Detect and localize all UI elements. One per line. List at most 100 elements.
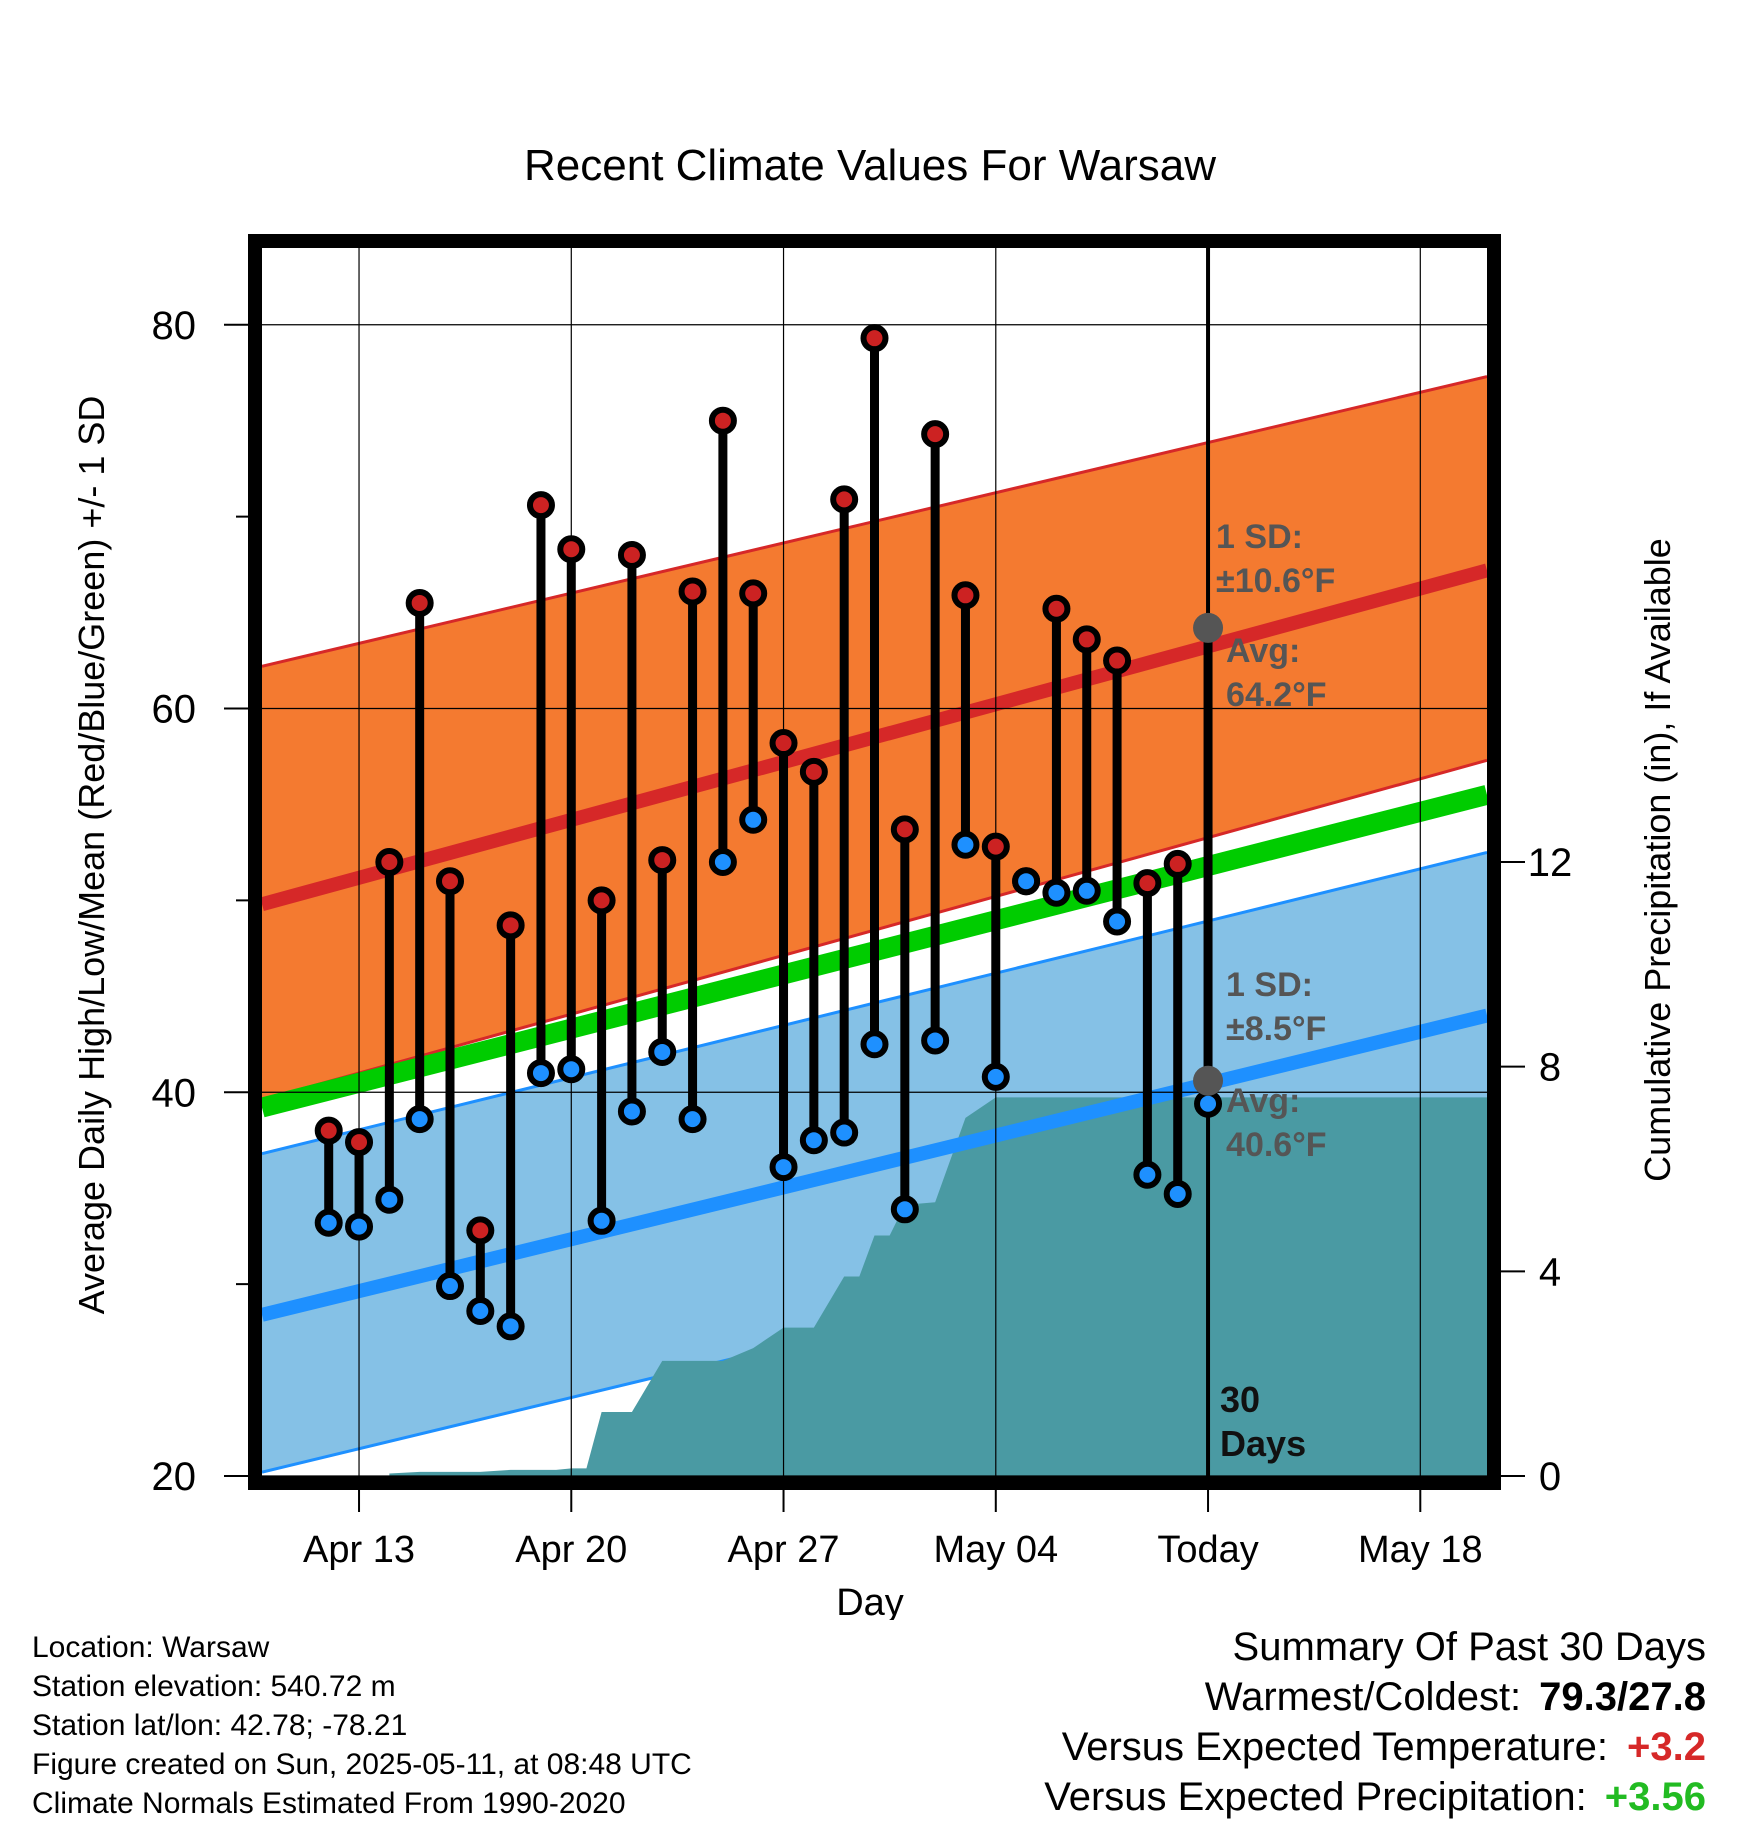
daily-high-point	[1133, 869, 1162, 898]
daily-low-point	[921, 1026, 950, 1055]
low-sd-label: 1 SD:	[1226, 966, 1313, 1004]
daily-low-point	[345, 1212, 374, 1241]
low-sd-value: ±8.5°F	[1226, 1010, 1326, 1048]
temp-label: Versus Expected Temperature:	[1061, 1725, 1608, 1769]
daily-high-point	[405, 588, 434, 617]
x-tick-label: Today	[1157, 1529, 1258, 1571]
x-tick-label: May 18	[1358, 1529, 1483, 1571]
y-tick-label: 80	[152, 304, 197, 348]
daily-low-point	[617, 1097, 646, 1126]
daily-low-point	[769, 1153, 798, 1182]
daily-low-point	[1072, 876, 1101, 905]
x-tick-label: Apr 20	[515, 1529, 627, 1571]
daily-high-point	[648, 846, 677, 875]
daily-low-point	[678, 1105, 707, 1134]
days-count-number: 30	[1220, 1379, 1260, 1420]
daily-low-point	[951, 830, 980, 859]
created-text: Figure created on Sun, 2025-05-11, at 08…	[32, 1748, 692, 1781]
daily-low-point	[739, 805, 768, 834]
daily-high-point	[921, 420, 950, 449]
daily-high-point	[799, 757, 828, 786]
daily-high-point	[860, 324, 889, 353]
climate-chart: Recent Climate Values For Warsaw 1 SD: ±1…	[71, 141, 1678, 1620]
daily-low-point	[496, 1312, 525, 1341]
daily-low-point	[830, 1118, 859, 1147]
daily-high-point	[496, 911, 525, 940]
daily-high-point	[1103, 646, 1132, 675]
daily-high-point	[890, 815, 919, 844]
temp-value: +3.2	[1627, 1725, 1706, 1769]
daily-high-point	[435, 867, 464, 896]
high-sd-value: ±10.6°F	[1216, 562, 1335, 600]
daily-high-point	[678, 577, 707, 606]
x-axis-label: Day	[836, 1582, 904, 1620]
high-avg-value: 64.2°F	[1226, 676, 1327, 714]
y-tick-label: 20	[152, 1455, 197, 1499]
daily-low-point	[890, 1195, 919, 1224]
daily-high-point	[617, 541, 646, 569]
warmest-coldest-label: Warmest/Coldest:	[1204, 1675, 1522, 1719]
precip-label: Versus Expected Precipitation:	[1044, 1775, 1587, 1819]
daily-high-point	[587, 886, 616, 915]
daily-low-point	[526, 1059, 555, 1088]
x-tick-label: Apr 13	[303, 1529, 415, 1571]
daily-high-point	[375, 848, 404, 876]
daily-high-point	[981, 832, 1010, 861]
daily-low-point	[466, 1296, 495, 1325]
y-tick-label: 40	[152, 1071, 197, 1115]
daily-high-point	[1163, 849, 1192, 878]
daily-high-point	[345, 1128, 374, 1157]
daily-low-point	[435, 1272, 464, 1301]
daily-low-point	[860, 1030, 889, 1059]
today-high-avg-marker	[1193, 612, 1224, 643]
daily-high-point	[466, 1216, 495, 1245]
daily-high-point	[739, 579, 768, 608]
daily-high-point	[1072, 625, 1101, 654]
low-avg-line	[262, 1008, 1487, 1322]
y2-tick-label: 12	[1528, 841, 1573, 885]
normals-text: Climate Normals Estimated From 1990-2020	[32, 1787, 626, 1820]
daily-low-point	[1163, 1179, 1192, 1208]
summary-title: Summary Of Past 30 Days	[1232, 1625, 1706, 1669]
y2-tick-label: 4	[1539, 1250, 1561, 1294]
daily-high-point	[1042, 594, 1071, 623]
daily-low-point	[557, 1055, 586, 1084]
days-count-label: Days	[1220, 1423, 1306, 1464]
location-text: Location: Warsaw	[32, 1631, 270, 1664]
daily-low-point	[587, 1206, 616, 1235]
x-tick-label: May 04	[933, 1529, 1058, 1571]
daily-high-point	[526, 491, 555, 520]
daily-low-point	[799, 1126, 828, 1155]
y-axis-right-label: Cumulative Precipitation (in), If Availa…	[1637, 538, 1678, 1182]
precip-value: +3.56	[1604, 1775, 1706, 1819]
daily-low-point	[1103, 907, 1132, 936]
daily-high-point	[830, 485, 859, 514]
chart-title: Recent Climate Values For Warsaw	[524, 141, 1216, 190]
x-tick-label: Apr 27	[728, 1529, 840, 1571]
daily-low-point	[314, 1208, 343, 1237]
daily-low-point	[981, 1062, 1010, 1091]
high-sd-label: 1 SD:	[1216, 518, 1303, 556]
daily-high-point	[314, 1116, 343, 1145]
daily-low-point	[1042, 878, 1071, 907]
summary-panel: Summary Of Past 30 Days Warmest/Coldest:…	[1044, 1622, 1706, 1822]
y2-tick-label: 8	[1539, 1046, 1561, 1090]
latlon-text: Station lat/lon: 42.78; -78.21	[32, 1709, 408, 1742]
y-tick-label: 60	[152, 688, 197, 732]
high-avg-label: Avg:	[1226, 632, 1300, 670]
daily-high-point	[769, 729, 798, 758]
y2-tick-label: 0	[1539, 1455, 1561, 1499]
daily-low-point	[1133, 1160, 1162, 1189]
station-info: Location: Warsaw Station elevation: 540.…	[32, 1628, 692, 1823]
low-avg-label: Avg:	[1226, 1082, 1300, 1120]
daily-low-point	[648, 1037, 677, 1066]
daily-low-point	[708, 848, 737, 876]
daily-high-point	[951, 581, 980, 610]
warmest-coldest-value: 79.3/27.8	[1539, 1675, 1706, 1719]
daily-low-point	[1194, 1089, 1223, 1118]
y-axis-left-label: Average Daily High/Low/Mean (Red/Blue/Gr…	[71, 396, 112, 1315]
plot-frame	[248, 234, 1501, 1490]
elevation-text: Station elevation: 540.72 m	[32, 1670, 396, 1703]
summary-temperature: Versus Expected Temperature: +3.2	[1044, 1722, 1706, 1772]
daily-low-point	[375, 1185, 404, 1214]
